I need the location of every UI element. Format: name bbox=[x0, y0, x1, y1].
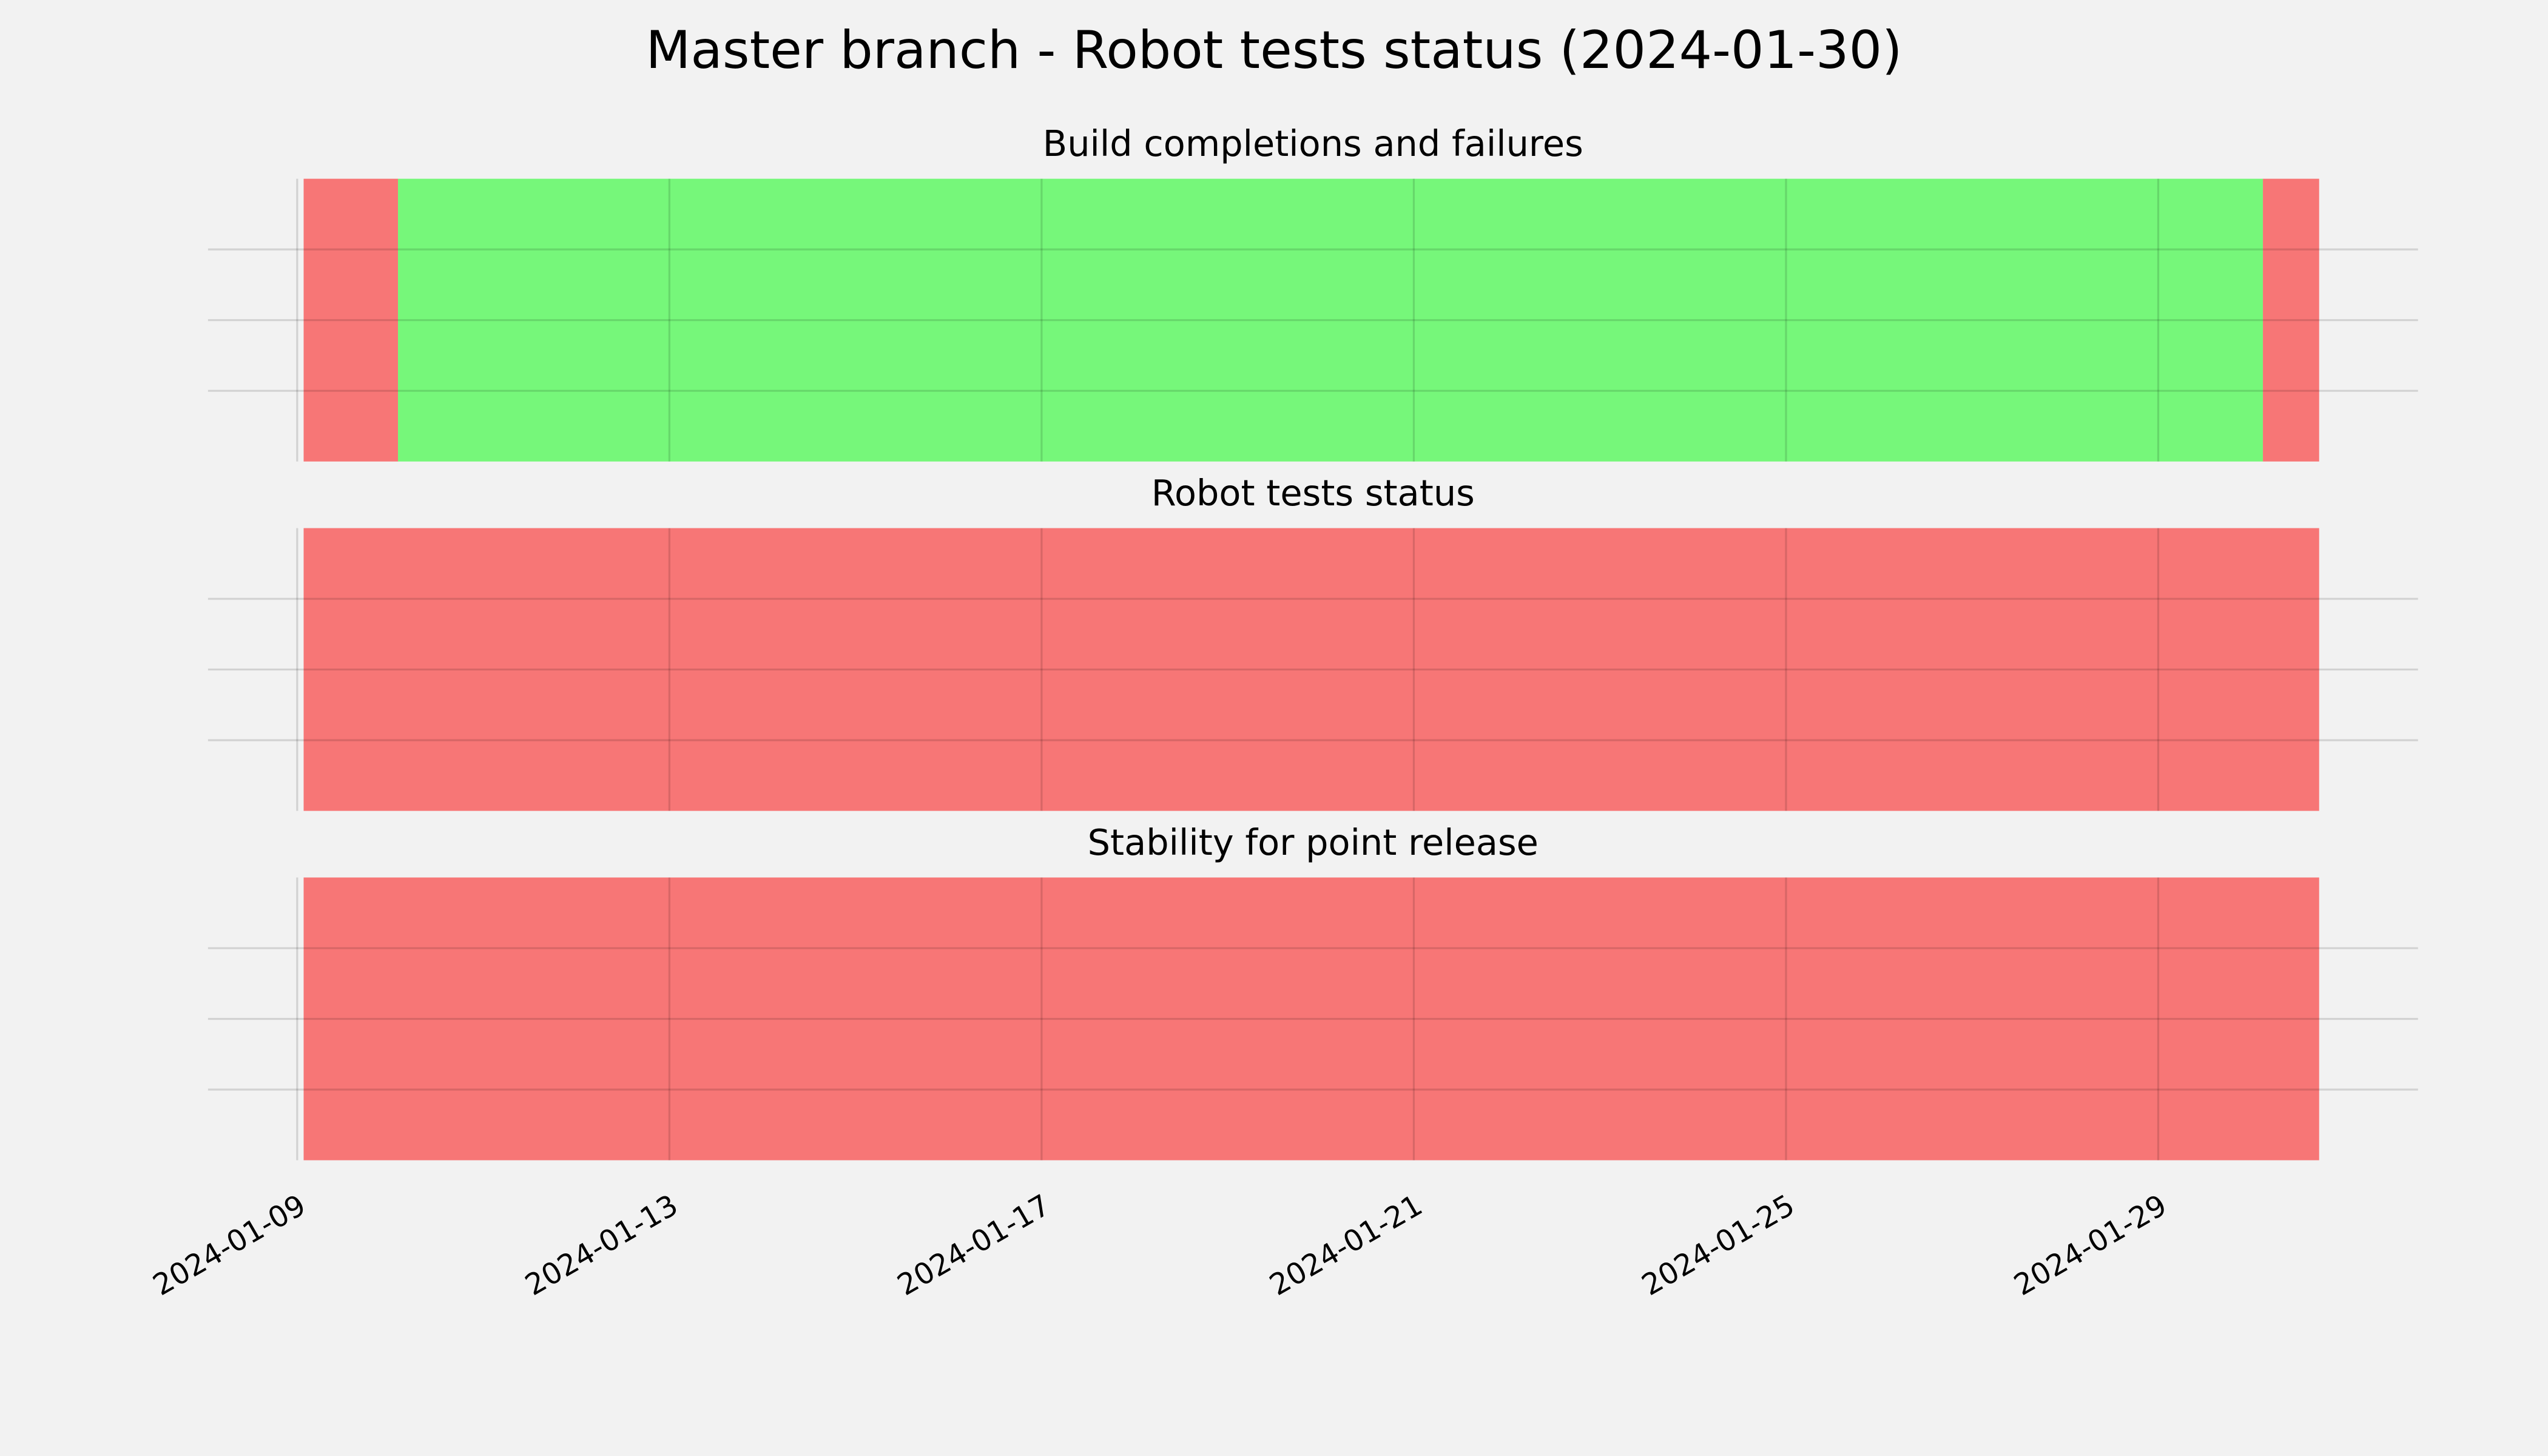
status-span bbox=[398, 178, 2263, 462]
panel-title: Stability for point release bbox=[1088, 821, 1539, 863]
status-span bbox=[303, 877, 2319, 1161]
status-span bbox=[303, 178, 399, 462]
status-span bbox=[2263, 178, 2319, 462]
status-span bbox=[303, 528, 2319, 811]
panel-title: Robot tests status bbox=[1151, 472, 1475, 514]
chart-title: Master branch - Robot tests status (2024… bbox=[645, 20, 1902, 81]
panel-title: Build completions and failures bbox=[1043, 123, 1583, 164]
